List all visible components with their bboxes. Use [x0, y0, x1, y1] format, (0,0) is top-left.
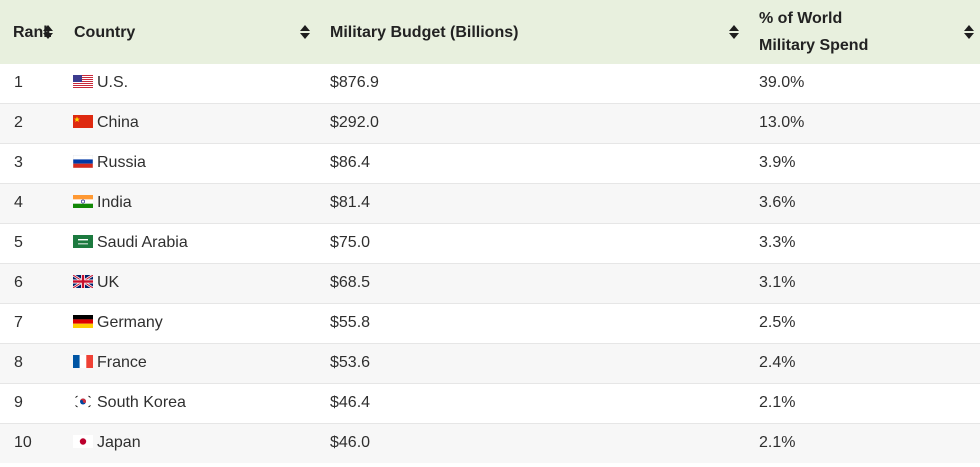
table-row: 1 U.S. $876.9 39.0%: [0, 64, 980, 103]
column-header-percent[interactable]: % of World Military Spend: [745, 0, 980, 64]
table-header-row: Rank Country Military Budget (Billions) …: [0, 0, 980, 64]
column-header-budget[interactable]: Military Budget (Billions): [316, 0, 745, 64]
table-row: 8 France $53.6 2.4%: [0, 343, 980, 383]
country-name: Saudi Arabia: [97, 234, 188, 251]
budget-cell: $86.4: [330, 154, 371, 171]
country-name: Russia: [97, 154, 146, 171]
percent-cell: 13.0%: [759, 114, 805, 131]
rank-cell: 9: [14, 394, 23, 411]
budget-cell: $68.5: [330, 274, 371, 291]
country-cell: Saudi Arabia: [60, 223, 316, 263]
japan-flag-icon: [73, 435, 93, 449]
country-name: U.S.: [97, 74, 129, 92]
percent-cell: 3.3%: [759, 234, 796, 251]
country-cell: India: [60, 183, 316, 223]
country-name: South Korea: [97, 394, 186, 411]
column-header-country[interactable]: Country: [60, 0, 316, 64]
table-row: 3 Russia $86.4 3.9%: [0, 143, 980, 183]
sort-country-icon[interactable]: [300, 24, 310, 40]
percent-cell: 2.4%: [759, 354, 796, 371]
country-cell: Japan: [60, 423, 316, 463]
budget-cell: $292.0: [330, 114, 379, 131]
table-row: 2 China $292.0 13.0%: [0, 103, 980, 143]
uk-flag-icon: [73, 275, 93, 288]
country-cell: South Korea: [60, 383, 316, 423]
country-name: India: [97, 194, 132, 211]
table-row: 4 India $81.4 3.6%: [0, 183, 980, 223]
column-header-rank-label: Rank: [13, 23, 51, 41]
column-header-percent-label-line2: Military Spend: [759, 37, 869, 54]
table-row: 6 UK $68.5 3.1%: [0, 263, 980, 303]
percent-cell: 2.1%: [759, 434, 796, 452]
rank-cell: 5: [14, 234, 23, 251]
table-row: 7 Germany $55.8 2.5%: [0, 303, 980, 343]
country-name: Japan: [97, 434, 141, 452]
percent-cell: 3.9%: [759, 154, 796, 171]
rank-cell: 2: [14, 114, 23, 131]
rank-cell: 1: [14, 74, 23, 92]
percent-cell: 3.6%: [759, 194, 796, 211]
budget-cell: $876.9: [330, 74, 379, 92]
budget-cell: $46.0: [330, 434, 371, 452]
table-row: 10 Japan $46.0 2.1%: [0, 423, 980, 463]
percent-cell: 2.5%: [759, 314, 796, 331]
country-cell: China: [60, 103, 316, 143]
country-name: France: [97, 354, 147, 371]
percent-cell: 2.1%: [759, 394, 796, 411]
country-cell: Russia: [60, 143, 316, 183]
country-name: China: [97, 114, 139, 131]
germany-flag-icon: [73, 315, 93, 328]
rank-cell: 10: [14, 434, 32, 452]
budget-cell: $55.8: [330, 314, 371, 331]
country-cell: U.S.: [60, 64, 316, 103]
rank-cell: 3: [14, 154, 23, 171]
table-row: 5 Saudi Arabia $75.0 3.3%: [0, 223, 980, 263]
column-header-percent-label-line1: % of World: [759, 10, 843, 27]
rank-cell: 8: [14, 354, 23, 371]
country-cell: France: [60, 343, 316, 383]
country-cell: UK: [60, 263, 316, 303]
china-flag-icon: [73, 115, 93, 128]
budget-cell: $81.4: [330, 194, 371, 211]
sort-percent-icon[interactable]: [964, 24, 974, 40]
percent-cell: 3.1%: [759, 274, 796, 291]
rank-cell: 4: [14, 194, 23, 211]
sort-rank-icon[interactable]: [43, 24, 53, 40]
percent-cell: 39.0%: [759, 74, 805, 92]
country-cell: Germany: [60, 303, 316, 343]
column-header-rank[interactable]: Rank: [0, 0, 60, 64]
france-flag-icon: [73, 355, 93, 368]
budget-cell: $53.6: [330, 354, 371, 371]
country-name: Germany: [97, 314, 163, 331]
table-row: 9 South Korea $46.4 2.1%: [0, 383, 980, 423]
rank-cell: 7: [14, 314, 23, 331]
russia-flag-icon: [73, 155, 93, 168]
sort-budget-icon[interactable]: [729, 24, 739, 40]
budget-cell: $46.4: [330, 394, 371, 411]
rank-cell: 6: [14, 274, 23, 291]
country-name: UK: [97, 274, 120, 291]
budget-cell: $75.0: [330, 234, 371, 251]
saudi-arabia-flag-icon: [73, 235, 93, 248]
column-header-budget-label: Military Budget (Billions): [330, 23, 519, 41]
india-flag-icon: [73, 195, 93, 208]
column-header-country-label: Country: [74, 23, 136, 41]
us-flag-icon: [73, 75, 93, 89]
south-korea-flag-icon: [73, 395, 93, 408]
